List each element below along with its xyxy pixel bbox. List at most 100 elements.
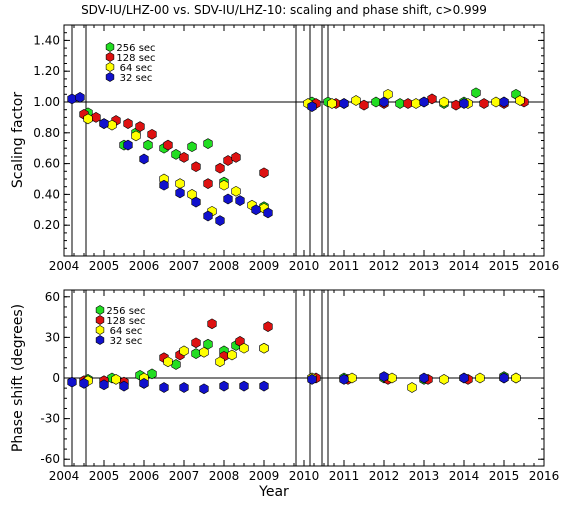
data-point [207,318,217,330]
data-point [191,196,201,208]
series-64-sec [83,342,521,393]
data-point [459,372,469,384]
x-axis-label: Year [258,484,289,500]
y-tick-label: 30 [45,330,60,344]
data-point [327,98,337,109]
x-tick-label: 2016 [529,259,560,273]
data-point [215,162,225,174]
data-point [511,372,521,384]
data-point [175,178,185,189]
data-point [379,96,389,108]
data-point [239,342,249,354]
data-point [111,374,121,385]
data-point [187,141,197,153]
data-point [387,372,397,384]
legend-label: 256 sec [106,306,145,317]
x-tick-label: 2008 [209,259,240,273]
y-tick-label: 60 [45,290,60,304]
data-point [459,98,469,109]
legend-marker [95,305,105,315]
data-point [91,112,101,123]
x-tick-label: 2007 [169,259,200,273]
data-point [163,139,173,151]
data-point [107,119,117,131]
legend-label: 64 sec [120,63,153,74]
data-point [119,380,129,392]
data-point [395,98,405,109]
data-point [451,99,461,111]
data-point [499,96,509,108]
data-point [123,118,133,129]
data-point [471,87,481,99]
data-point [139,153,149,165]
y-axis-label: Scaling factor [10,92,26,188]
x-tick-label: 2013 [409,469,440,483]
y-tick-label: 0.60 [33,157,60,171]
x-tick-label: 2014 [449,469,480,483]
data-point [419,96,429,108]
y-tick-label: 0 [52,371,60,385]
data-point [143,139,153,151]
data-point [259,167,269,179]
data-point [231,152,241,163]
x-tick-label: 2006 [129,469,160,483]
data-point [351,95,361,106]
data-point [427,93,437,105]
data-point [491,96,501,108]
legend-marker [105,62,115,72]
data-point [67,93,77,105]
x-tick-label: 2005 [89,469,120,483]
data-point [259,380,269,392]
data-point [163,356,173,368]
x-tick-label: 2004 [49,469,80,483]
data-point [219,179,229,191]
data-point [219,380,229,392]
data-point [171,359,181,370]
x-tick-label: 2016 [529,469,560,483]
data-point [223,155,233,166]
data-point [171,149,181,160]
y-tick-label: 0.20 [33,218,60,232]
data-point [223,193,233,205]
data-point [499,372,509,384]
data-point [67,376,77,388]
legend-label: 32 sec [110,336,143,347]
data-point [263,321,273,332]
data-point [179,345,189,357]
y-axis-label: Phase shift (degrees) [10,304,26,452]
scaling-factor-panel: 2004 2005 2006 2007 2008 2009 2010 2011 2012 2013… [10,24,560,273]
y-tick-label: 1.20 [33,64,60,78]
phase-shift-panel: 2004 2005 2006 2007 2008 2009 2010 2011 2012 2013… [10,289,560,500]
data-point [419,372,429,384]
x-tick-label: 2012 [369,259,400,273]
data-point [191,348,201,359]
data-point [307,101,317,112]
data-point [239,380,249,392]
data-point [339,98,349,109]
data-point [99,379,109,391]
data-point [123,139,133,151]
x-tick-label: 2015 [489,259,520,273]
data-point [379,371,389,382]
y-tick-label: 1.00 [33,95,60,109]
data-point [475,372,485,384]
data-point [515,95,525,106]
x-tick-label: 2012 [369,469,400,483]
legend-marker [105,72,115,82]
x-tick-label: 2009 [249,469,280,483]
x-tick-label: 2005 [89,259,120,273]
legend-marker [105,52,115,62]
series-32-sec [67,371,509,395]
data-point [179,382,189,393]
x-tick-label: 2013 [409,259,440,273]
x-tick-label: 2015 [489,469,520,483]
legend-marker [95,335,105,345]
data-point [199,346,209,358]
y-tick-label: 0.40 [33,187,60,201]
data-point [203,138,213,149]
data-point [147,128,157,140]
x-tick-label: 2008 [209,469,240,483]
x-tick-label: 2010 [289,469,320,483]
data-point [347,372,357,384]
x-tick-label: 2014 [449,259,480,273]
